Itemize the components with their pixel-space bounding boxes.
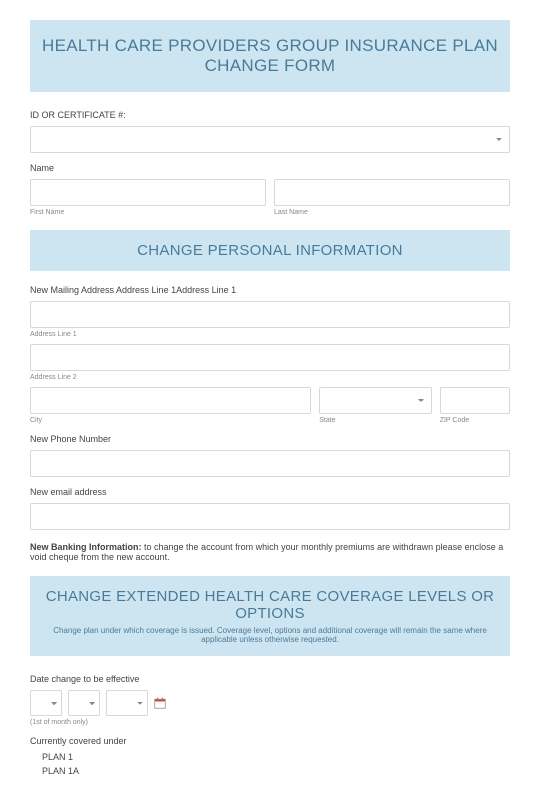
phone-input[interactable]: [30, 450, 510, 477]
section2-title: CHANGE EXTENDED HEALTH CARE COVERAGE LEV…: [42, 588, 498, 622]
date-hint: (1st of month only): [30, 719, 510, 726]
banking-info: New Banking Information: to change the a…: [30, 542, 510, 562]
first-name-input[interactable]: [30, 179, 266, 206]
id-field-group: ID OR CERTIFICATE #:: [30, 110, 510, 153]
date-year-select[interactable]: [106, 690, 148, 716]
city-sub: City: [30, 417, 311, 424]
email-label: New email address: [30, 487, 510, 497]
id-label: ID OR CERTIFICATE #:: [30, 110, 510, 120]
address-line1-sub: Address Line 1: [30, 331, 510, 338]
name-field-group: Name First Name Last Name: [30, 163, 510, 216]
state-sub: State: [319, 417, 431, 424]
date-day-select[interactable]: [68, 690, 100, 716]
address-line1-input[interactable]: [30, 301, 510, 328]
state-select[interactable]: [319, 387, 431, 414]
address-label: New Mailing Address Address Line 1Addres…: [30, 285, 510, 295]
plan-item: PLAN 1A: [42, 766, 510, 776]
address-line2-sub: Address Line 2: [30, 374, 510, 381]
last-name-sublabel: Last Name: [274, 209, 510, 216]
plan-list: PLAN 1 PLAN 1A: [30, 752, 510, 776]
email-group: New email address: [30, 487, 510, 530]
last-name-input[interactable]: [274, 179, 510, 206]
address-line2-input[interactable]: [30, 344, 510, 371]
zip-input[interactable]: [440, 387, 510, 414]
id-select[interactable]: [30, 126, 510, 153]
form-header-banner: HEALTH CARE PROVIDERS GROUP INSURANCE PL…: [30, 20, 510, 92]
date-month-select[interactable]: [30, 690, 62, 716]
city-input[interactable]: [30, 387, 311, 414]
section-personal-info: CHANGE PERSONAL INFORMATION: [30, 230, 510, 271]
zip-sub: ZIP Code: [440, 417, 510, 424]
form-title: HEALTH CARE PROVIDERS GROUP INSURANCE PL…: [42, 36, 498, 76]
banking-bold: New Banking Information:: [30, 542, 142, 552]
first-name-sublabel: First Name: [30, 209, 266, 216]
calendar-icon[interactable]: [154, 697, 166, 709]
date-group: Date change to be effective (1st of mont…: [30, 674, 510, 726]
coverage-label: Currently covered under: [30, 736, 510, 746]
name-label: Name: [30, 163, 510, 173]
section1-title: CHANGE PERSONAL INFORMATION: [42, 242, 498, 259]
address-group: New Mailing Address Address Line 1Addres…: [30, 285, 510, 424]
plan-item: PLAN 1: [42, 752, 510, 762]
section2-sub: Change plan under which coverage is issu…: [42, 626, 498, 644]
phone-label: New Phone Number: [30, 434, 510, 444]
date-label: Date change to be effective: [30, 674, 510, 684]
coverage-group: Currently covered under PLAN 1 PLAN 1A: [30, 736, 510, 776]
section-coverage: CHANGE EXTENDED HEALTH CARE COVERAGE LEV…: [30, 576, 510, 656]
phone-group: New Phone Number: [30, 434, 510, 477]
email-input[interactable]: [30, 503, 510, 530]
